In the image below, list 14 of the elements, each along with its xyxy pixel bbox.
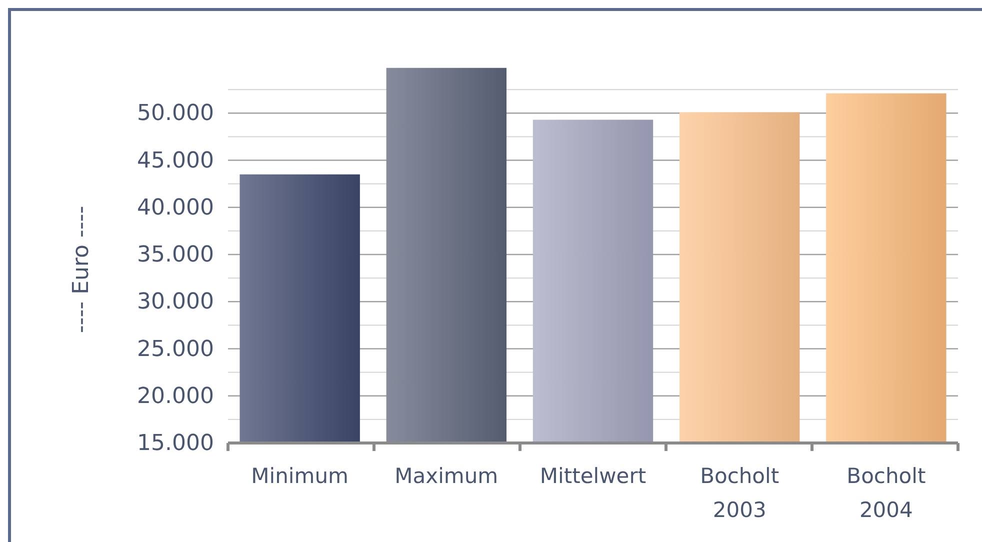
x-tick-label: Mittelwert bbox=[540, 464, 646, 488]
y-tick-label: 20.000 bbox=[137, 384, 214, 409]
y-tick-label: 35.000 bbox=[137, 242, 214, 268]
y-tick-label: 40.000 bbox=[137, 195, 214, 220]
y-axis-title: ---- Euro ---- bbox=[69, 206, 94, 334]
y-tick-label: 15.000 bbox=[137, 431, 214, 456]
y-tick-label: 25.000 bbox=[137, 336, 214, 362]
y-tick-label: 30.000 bbox=[137, 290, 214, 315]
x-tick-label: Bocholt 2004 bbox=[846, 464, 926, 522]
x-tick-label: Minimum bbox=[251, 464, 348, 488]
x-tick-label: Bocholt 2003 bbox=[700, 464, 780, 522]
y-tick-label: 50.000 bbox=[137, 101, 214, 126]
y-tick-label: 45.000 bbox=[137, 148, 214, 174]
x-tick-label: Maximum bbox=[394, 464, 498, 488]
